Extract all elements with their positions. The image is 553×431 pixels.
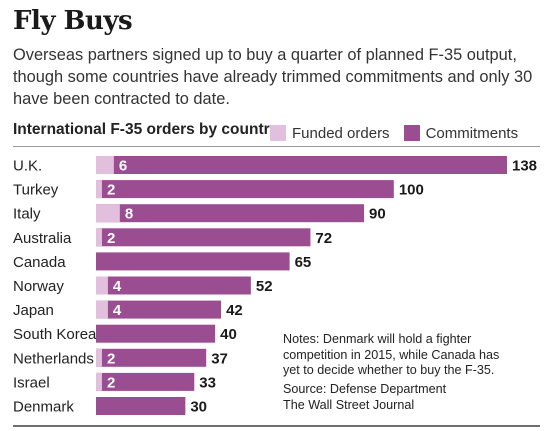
bar-commitments-italy [96, 204, 365, 223]
legend-label-commitments: Commitments [425, 124, 519, 142]
legend-item-funded: Funded orders [270, 125, 390, 142]
data-label-funded-norway: 4 [113, 278, 122, 295]
header-separator [13, 146, 540, 147]
data-label-funded-netherlands: 2 [107, 350, 115, 367]
category-label-norway: Norway [13, 278, 64, 295]
data-label-commitments-norway: 52 [256, 278, 273, 295]
data-label-funded-australia: 2 [107, 230, 115, 247]
category-label-israel: Israel [13, 374, 50, 391]
bar-funded-turkey [96, 180, 102, 199]
bar-commitments-australia [96, 228, 311, 247]
source-line: Source: Defense Department [283, 382, 447, 396]
category-label-canada: Canada [13, 254, 66, 271]
bar-funded-netherlands [96, 348, 102, 367]
chart-title: Fly Buys [13, 6, 133, 36]
data-label-commitments-japan: 42 [226, 302, 243, 319]
bar-commitments-netherlands [96, 348, 207, 367]
category-label-south-korea: South Korea [13, 326, 97, 343]
data-label-funded-japan: 4 [113, 302, 122, 319]
bar-commitments-norway [96, 276, 251, 295]
category-label-turkey: Turkey [13, 182, 59, 199]
bar-commitments-turkey [96, 180, 394, 199]
legend: Funded orders Commitments [270, 123, 532, 143]
chart-notes: Notes: Denmark will hold a fighter compe… [283, 332, 500, 377]
category-label-u-k: U.K. [13, 158, 42, 175]
legend-swatch-funded [270, 125, 286, 141]
bar-funded-u-k [96, 156, 114, 174]
bar-funded-italy [96, 204, 120, 223]
bar-commitments-japan [96, 300, 222, 319]
bar-commitments-u-k [96, 156, 507, 174]
publisher-line: The Wall Street Journal [283, 397, 415, 412]
bar-commitments-denmark [96, 397, 186, 415]
category-label-denmark: Denmark [13, 399, 74, 416]
data-label-commitments-turkey: 100 [399, 182, 424, 199]
chart-subtitle: Overseas partners signed up to buy a qua… [13, 46, 533, 108]
bar-commitments-south-korea [96, 324, 216, 343]
data-label-funded-u-k: 6 [119, 158, 127, 175]
legend-swatch-commitments [403, 125, 420, 141]
data-label-funded-italy: 8 [125, 206, 133, 223]
data-label-funded-israel: 2 [107, 374, 115, 391]
bar-funded-norway [96, 276, 108, 295]
chart-source: Source: Defense Department The Wall Stre… [283, 382, 503, 413]
category-label-italy: Italy [13, 206, 41, 223]
data-label-commitments-netherlands: 37 [211, 350, 228, 367]
section-title: International F-35 orders by country [13, 121, 279, 138]
legend-label-funded: Funded orders [292, 124, 390, 142]
data-label-commitments-canada: 65 [295, 254, 312, 271]
category-label-netherlands: Netherlands [13, 350, 94, 367]
bar-funded-japan [96, 300, 108, 319]
footer-rule [13, 425, 540, 427]
category-label-australia: Australia [13, 230, 72, 247]
bar-commitments-canada [96, 252, 290, 271]
category-label-japan: Japan [13, 302, 54, 319]
bar-funded-israel [96, 372, 102, 391]
data-label-commitments-south-korea: 40 [220, 326, 237, 343]
legend-item-commitments: Commitments [403, 124, 519, 142]
data-label-commitments-italy: 90 [369, 206, 386, 223]
data-label-funded-turkey: 2 [107, 182, 115, 199]
bar-commitments-israel [96, 372, 195, 391]
data-label-commitments-israel: 33 [199, 374, 216, 391]
bar-funded-australia [96, 228, 102, 247]
data-label-commitments-australia: 72 [315, 230, 332, 247]
data-label-commitments-u-k: 138 [512, 158, 537, 175]
data-label-commitments-denmark: 30 [190, 399, 207, 416]
